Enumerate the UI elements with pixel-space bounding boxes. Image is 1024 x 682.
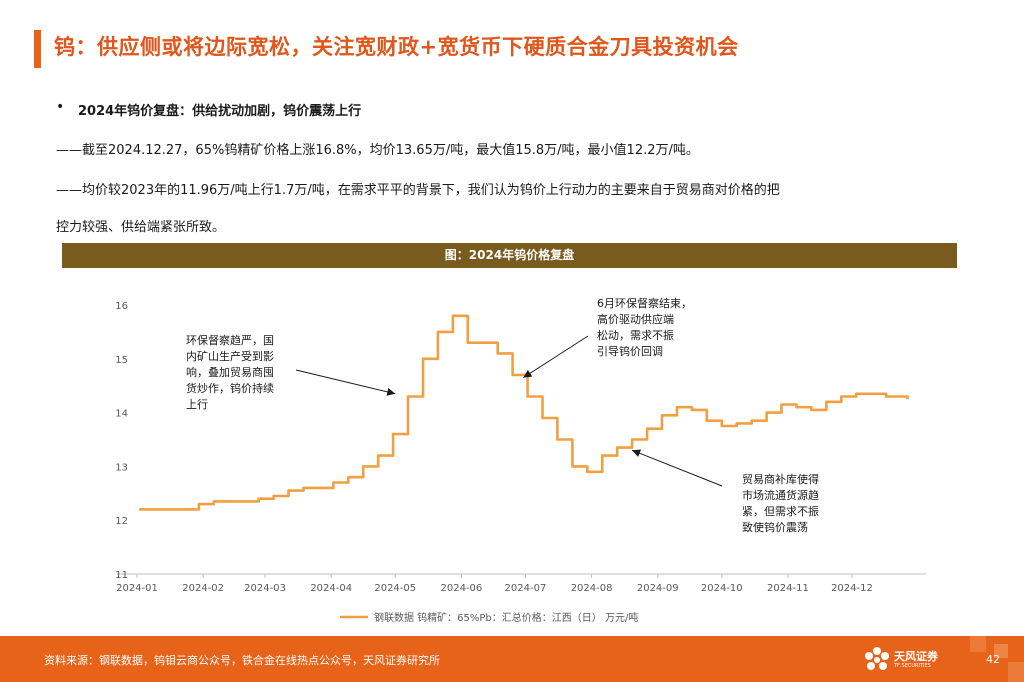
y-tick-label: 12 xyxy=(115,516,128,527)
figure-title: 图：2024年钨价格复盘 xyxy=(62,243,957,268)
annotation-arrowhead xyxy=(632,449,642,457)
source-note: 资料来源：钢联数据，钨钼云商公众号，铁合金在线热点公众号，天风证券研究所 xyxy=(44,654,440,667)
x-tick-label: 2024-11 xyxy=(767,583,809,594)
x-tick-label: 2024-04 xyxy=(310,583,352,594)
x-tick-label: 2024-08 xyxy=(571,583,613,594)
annotation-text: 松动，需求不振 xyxy=(597,328,674,342)
y-tick-label: 14 xyxy=(115,409,128,420)
x-tick-label: 2024-12 xyxy=(831,583,873,594)
page-title: 钨：供应侧或将边际宽松，关注宽财政+宽货币下硬质合金刀具投资机会 xyxy=(54,35,739,59)
brand-name: 天风证券 xyxy=(894,650,938,663)
annotation-arrow xyxy=(523,335,589,379)
footer-bar: 资料来源：钢联数据，钨钼云商公众号，铁合金在线热点公众号，天风证券研究所 天风证… xyxy=(0,636,1024,682)
x-tick-label: 2024-10 xyxy=(701,583,743,594)
annotation-arrow xyxy=(631,449,723,487)
y-tick-label: 11 xyxy=(115,570,128,581)
title-accent-bar xyxy=(34,30,41,68)
y-tick-label: 16 xyxy=(115,301,128,312)
series-line xyxy=(139,314,909,511)
bullet-dot: • xyxy=(56,99,65,115)
annotation-text: 引导钨价回调 xyxy=(597,344,663,358)
footer-decoration xyxy=(970,636,1024,682)
annotation-text: 响，叠加贸易商囤 xyxy=(186,365,274,379)
bullet-heading: 2024年钨价复盘：供给扰动加剧，钨价震荡上行 xyxy=(78,104,362,119)
x-tick-label: 2024-01 xyxy=(116,583,158,594)
brand-name-en: TF SECURITIES xyxy=(894,663,931,669)
annotation-text: 贸易商补库使得 xyxy=(742,472,819,486)
annotation-arrow xyxy=(295,369,396,395)
annotation-text: 货炒作，钨价持续 xyxy=(186,381,274,395)
legend-label: 钢联数据 钨精矿：65%Pb：汇总价格：江西（日） 万元/吨 xyxy=(374,611,638,624)
annotation-text: 市场流通货源趋 xyxy=(742,488,819,502)
x-tick-label: 2024-09 xyxy=(637,583,679,594)
annotation-text: 环保督察趋严，国 xyxy=(186,333,274,347)
annotation-arrowhead xyxy=(386,388,396,396)
page-number: 42 xyxy=(986,653,1000,666)
annotation-text: 内矿山生产受到影 xyxy=(186,349,274,363)
annotation-text: 高价驱动供应端 xyxy=(597,312,674,326)
x-tick-label: 2024-05 xyxy=(374,583,416,594)
annotation-text: 致使钨价震荡 xyxy=(742,520,808,534)
body-line-3: 控力较强、供给端紧张所致。 xyxy=(56,220,226,235)
y-tick-label: 15 xyxy=(115,355,128,366)
x-tick-label: 2024-02 xyxy=(182,583,224,594)
y-tick-label: 13 xyxy=(115,462,128,473)
x-tick-label: 2024-03 xyxy=(244,583,286,594)
body-line-2: ——均价较2023年的11.96万/吨上行1.7万/吨，在需求平平的背景下，我们… xyxy=(56,183,780,198)
annotation-arrowhead xyxy=(523,369,533,378)
body-line-1: ——截至2024.12.27，65%钨精矿价格上涨16.8%，均价13.65万/… xyxy=(56,143,699,158)
x-tick-label: 2024-07 xyxy=(505,583,547,594)
x-tick-label: 2024-06 xyxy=(441,583,483,594)
annotation-text: 上行 xyxy=(186,398,208,411)
annotation-text: 紧，但需求不振 xyxy=(742,504,819,518)
annotation-text: 6月环保督察结束， xyxy=(597,296,692,310)
tf-logo-icon xyxy=(865,647,889,670)
